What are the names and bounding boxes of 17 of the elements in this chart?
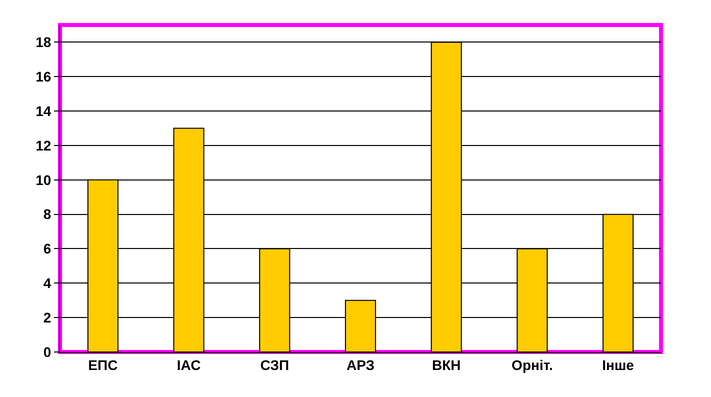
y-tick-label: 14 bbox=[36, 102, 52, 119]
x-tick-label: ВКН bbox=[432, 356, 461, 373]
x-tick-label: Орніт. bbox=[512, 356, 553, 373]
y-tick-label: 16 bbox=[36, 68, 52, 85]
x-tick-label: СЗП bbox=[260, 356, 290, 373]
x-tick-label: ІАС bbox=[176, 356, 201, 373]
y-tick-label: 18 bbox=[36, 34, 52, 50]
y-tick-label: 6 bbox=[43, 240, 52, 257]
y-tick-label: 8 bbox=[43, 206, 52, 222]
x-tick-label: Інше bbox=[602, 356, 634, 373]
x-tick-label: АРЗ bbox=[346, 356, 375, 373]
y-tick-label: 2 bbox=[43, 309, 52, 326]
y-tick-label: 12 bbox=[36, 137, 52, 154]
y-tick-label: 0 bbox=[43, 344, 52, 360]
y-tick-label: 4 bbox=[43, 275, 52, 292]
x-tick-label: ЕПС bbox=[88, 356, 118, 373]
y-tick-label: 10 bbox=[36, 172, 52, 188]
